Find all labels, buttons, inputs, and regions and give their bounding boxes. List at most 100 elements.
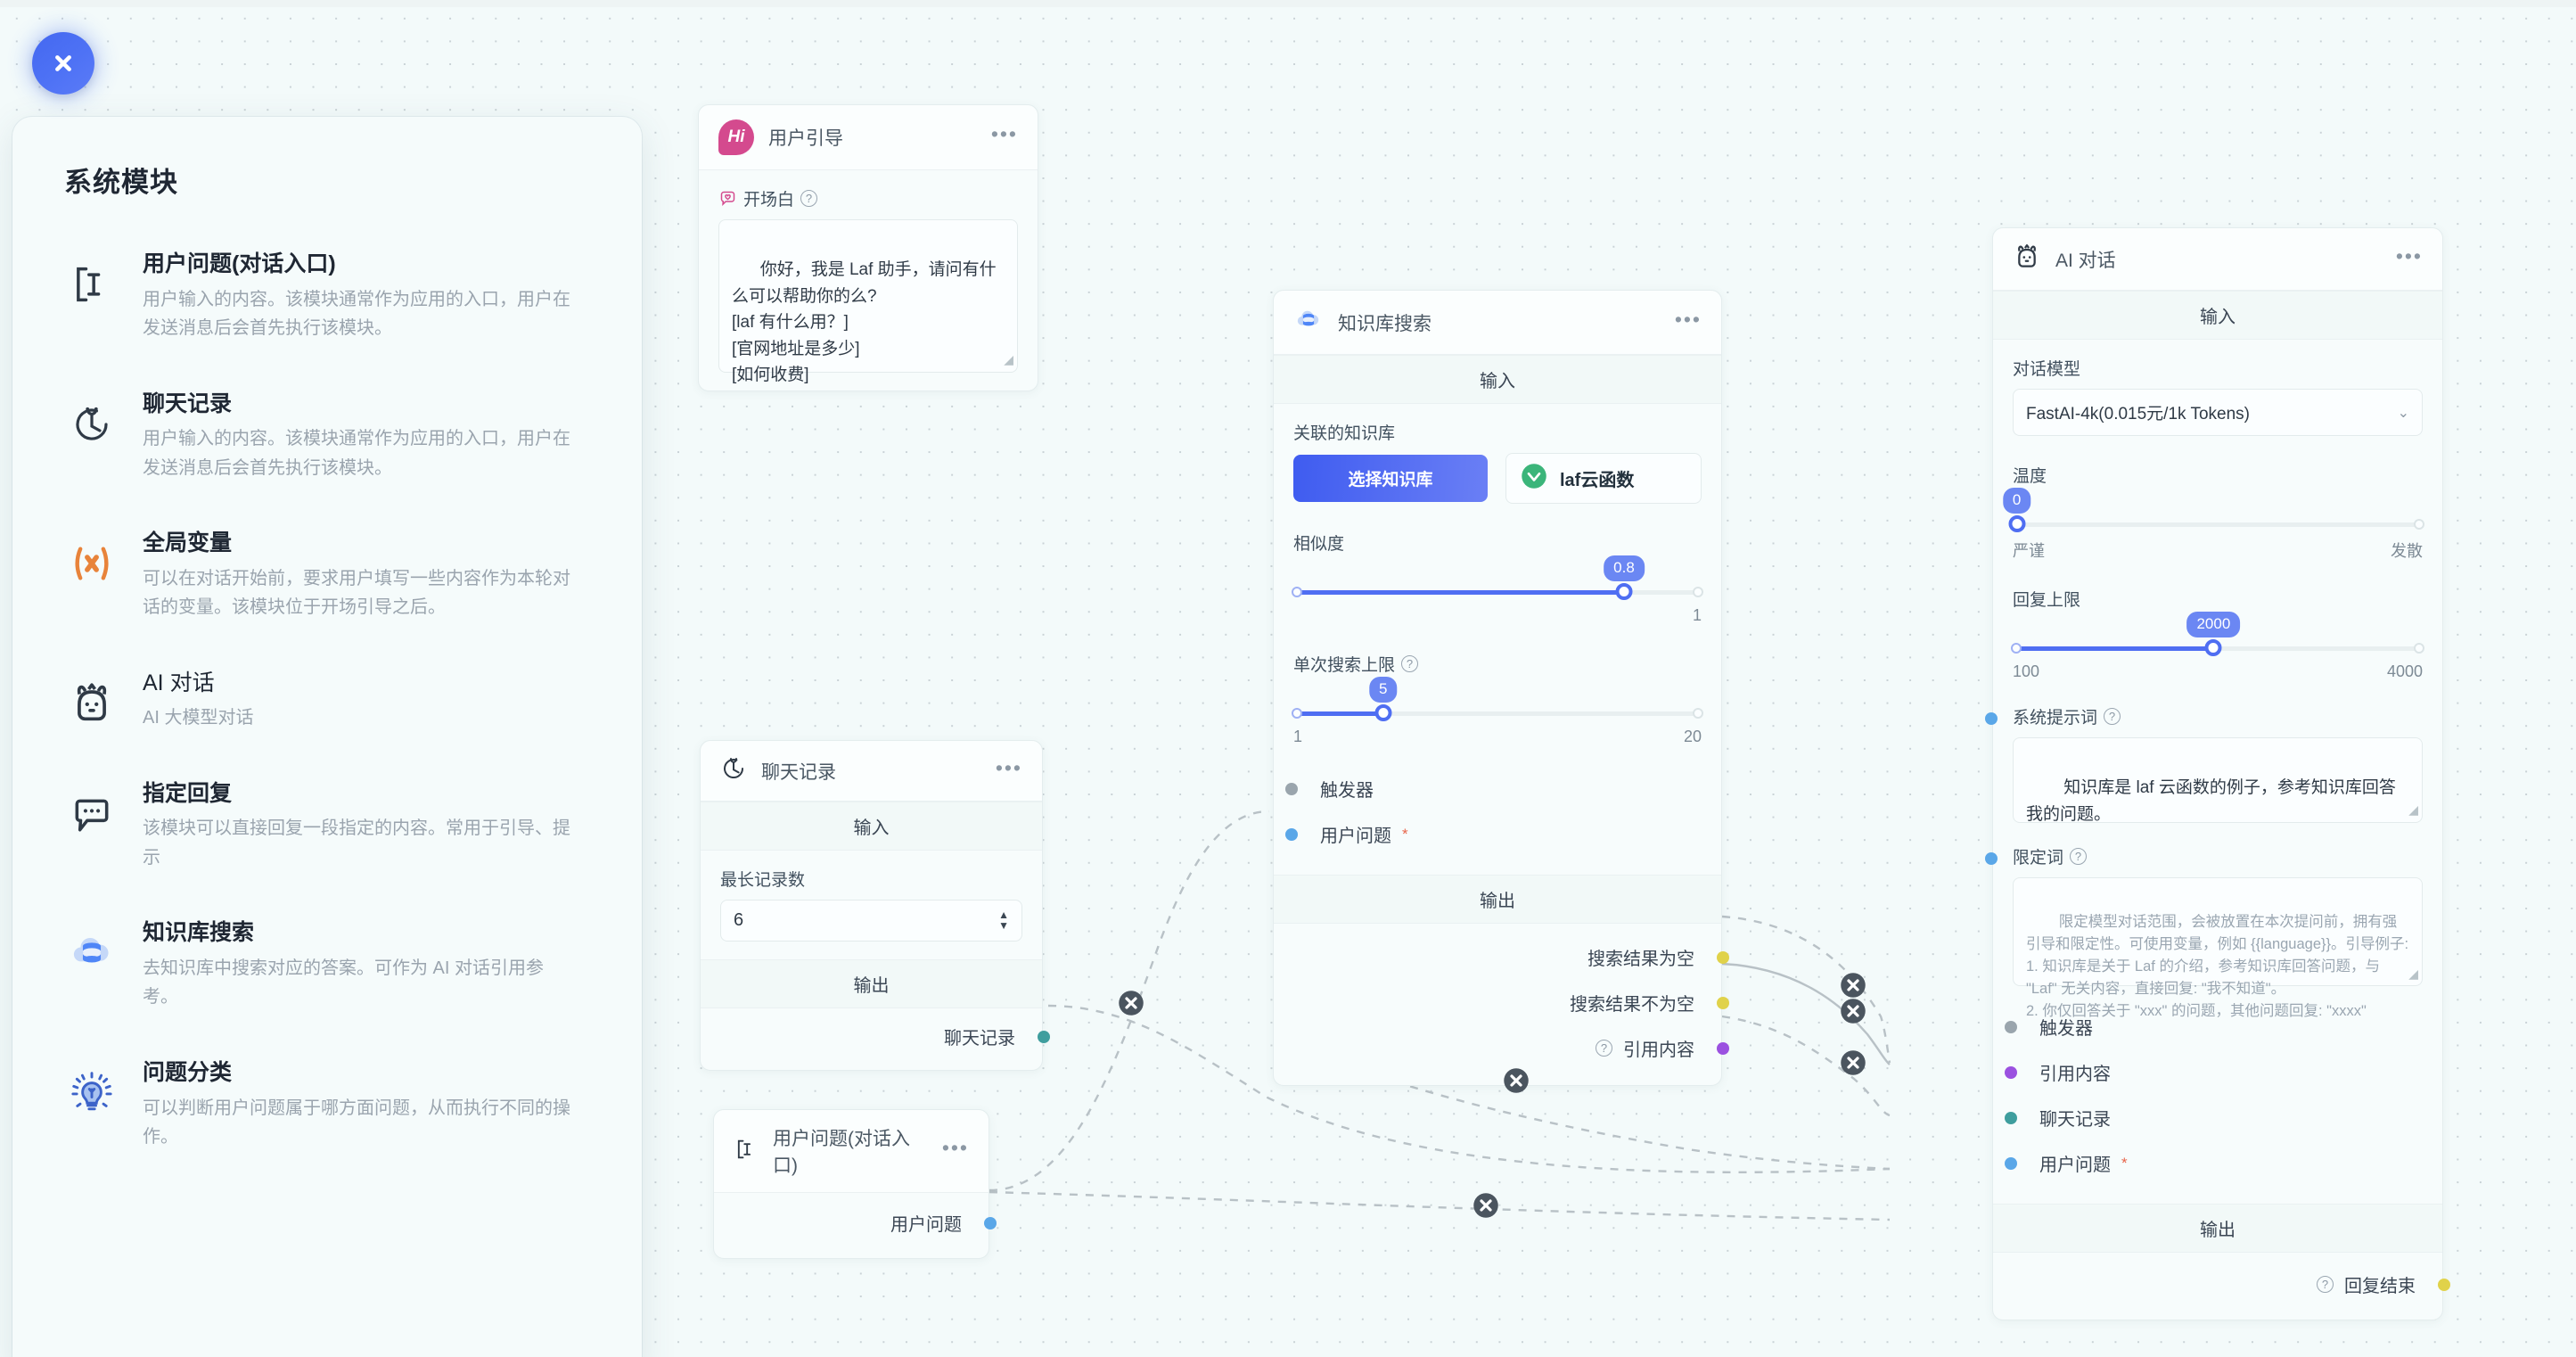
model-value: FastAI-4k(0.015元/1k Tokens) xyxy=(2026,405,2250,424)
stepper-up-icon[interactable]: ▲ xyxy=(998,909,1009,921)
port-in-trigger[interactable]: 触发器 xyxy=(1285,766,1702,811)
port-dot-system-prompt[interactable] xyxy=(1985,712,1998,725)
input-section-label: 输入 xyxy=(1993,291,2442,340)
help-icon[interactable]: ? xyxy=(1401,655,1419,672)
temperature-slider[interactable]: 0 xyxy=(2002,488,2424,532)
port-in-quote-content[interactable]: 引用内容 xyxy=(2005,1049,2423,1095)
resize-grip-icon[interactable]: ◢ xyxy=(1004,352,1013,367)
node-menu-button[interactable]: ••• xyxy=(1674,307,1702,331)
port-dot[interactable] xyxy=(984,1216,997,1230)
output-section-label: 输出 xyxy=(1993,1204,2442,1253)
port-dot-qualifier[interactable] xyxy=(1985,852,1998,865)
max-records-input[interactable]: 6 ▲ ▼ xyxy=(720,900,1022,942)
max-tokens-slider[interactable]: 2000 xyxy=(2011,612,2424,656)
chevron-down-icon[interactable]: ⌄ xyxy=(2397,405,2409,421)
port-dot[interactable] xyxy=(2005,1020,2017,1033)
sidebar-item-specified-reply[interactable]: 指定回复 该模块可以直接回复一段指定的内容。常用于引导、提示 xyxy=(64,777,590,873)
port-label: 搜索结果为空 xyxy=(1587,950,1694,969)
node-menu-button[interactable]: ••• xyxy=(995,755,1022,779)
ai-robot-icon xyxy=(64,676,119,731)
select-kb-button[interactable]: 选择知识库 xyxy=(1293,455,1488,502)
port-in-trigger[interactable]: 触发器 xyxy=(2005,1004,2423,1049)
port-in-user-question[interactable]: 用户问题 * xyxy=(1285,811,1702,857)
resize-grip-icon[interactable]: ◢ xyxy=(2408,802,2418,818)
port-label: 用户问题 xyxy=(1320,827,1391,846)
port-out-nonempty-result[interactable]: 搜索结果不为空 xyxy=(1274,980,1729,1025)
database-cloud-icon xyxy=(64,925,119,981)
search-limit-scale: 1 20 xyxy=(1293,728,1702,746)
port-out-chat-history[interactable]: 聊天记录 xyxy=(701,1014,1050,1059)
qualifier-label: 限定词 ? xyxy=(2013,844,2423,868)
port-out-quote-content[interactable]: ? 引用内容 xyxy=(1274,1025,1729,1071)
search-limit-slider[interactable]: 5 xyxy=(1292,677,1703,721)
node-menu-button[interactable]: ••• xyxy=(2395,243,2423,267)
stepper-down-icon[interactable]: ▼ xyxy=(998,919,1009,932)
required-mark: * xyxy=(2121,1154,2128,1172)
node-menu-button[interactable]: ••• xyxy=(990,122,1018,146)
help-icon[interactable]: ? xyxy=(2317,1276,2334,1293)
opening-line-textarea[interactable]: 你好，我是 Laf 助手，请问有什么可以帮助你的么? [laf 有什么用？] [… xyxy=(718,219,1018,384)
slider-knob[interactable] xyxy=(2008,515,2026,532)
port-dot[interactable] xyxy=(1717,1041,1729,1055)
node-menu-button[interactable]: ••• xyxy=(941,1136,969,1160)
slider-cap-right xyxy=(2414,643,2424,654)
help-icon[interactable]: ? xyxy=(1596,1040,1612,1057)
port-label: 聊天记录 xyxy=(944,1029,1015,1049)
port-dot[interactable] xyxy=(1717,996,1729,1009)
port-dot[interactable] xyxy=(1285,827,1298,841)
sidebar-item-global-variable[interactable]: 全局变量 可以在对话开始前，要求用户填写一些内容作为本轮对话的变量。该模块位于开… xyxy=(64,527,590,622)
slider-knob[interactable] xyxy=(2204,639,2222,656)
sidebar-item-chat-history[interactable]: 聊天记录 用户输入的内容。该模块通常作为应用的入口，用户在发送消息后会首先执行该… xyxy=(64,388,590,483)
port-in-user-question[interactable]: 用户问题 * xyxy=(2005,1140,2423,1186)
port-dot[interactable] xyxy=(1717,950,1729,964)
port-label: 用户问题 xyxy=(890,1215,962,1235)
port-in-chat-history[interactable]: 聊天记录 xyxy=(2005,1095,2423,1140)
node-header[interactable]: 知识库搜索 ••• xyxy=(1274,291,1721,355)
sidebar-item-user-question[interactable]: 用户问题(对话入口) 用户输入的内容。该模块通常作为应用的入口，用户在发送消息后… xyxy=(64,248,590,343)
node-user-guide[interactable]: Hi 用户引导 ••• 开场白 ? 你好，我是 Laf 助手，请问有什么可以帮助… xyxy=(698,104,1038,391)
node-header[interactable]: Hi 用户引导 ••• xyxy=(699,105,1038,170)
port-dot[interactable] xyxy=(2005,1156,2017,1170)
help-icon[interactable]: ? xyxy=(800,190,818,207)
search-limit-max: 20 xyxy=(1683,728,1702,745)
node-ai-chat[interactable]: AI 对话 ••• 输入 对话模型 FastAI-4k(0.015元/1k To… xyxy=(1985,227,2450,1320)
port-dot[interactable] xyxy=(2005,1065,2017,1079)
node-header[interactable]: 用户问题(对话入口) ••• xyxy=(714,1110,989,1193)
sidebar-item-question-classify[interactable]: 问题分类 可以判断用户问题属于哪方面问题，从而执行不同的操作。 xyxy=(64,1057,590,1152)
edge-delete-button[interactable] xyxy=(1503,1067,1530,1098)
port-out-empty-result[interactable]: 搜索结果为空 xyxy=(1274,934,1729,980)
kb-chip-laf[interactable]: laf云函数 xyxy=(1505,453,1702,504)
node-header[interactable]: 聊天记录 ••• xyxy=(701,741,1042,802)
port-dot[interactable] xyxy=(2005,1111,2017,1124)
port-label: 用户问题 xyxy=(2039,1156,2111,1175)
sidebar-item-ai-chat[interactable]: AI 对话 AI 大模型对话 xyxy=(64,667,590,733)
help-icon[interactable]: ? xyxy=(2070,848,2088,865)
node-header[interactable]: AI 对话 ••• xyxy=(1993,228,2442,291)
slider-knob[interactable] xyxy=(1374,704,1392,721)
port-out-reply-finished[interactable]: ? 回复结束 xyxy=(1993,1262,2450,1307)
help-icon[interactable]: ? xyxy=(2104,708,2121,725)
node-chat-history[interactable]: 聊天记录 ••• 输入 最长记录数 6 ▲ ▼ 输出 聊天记录 xyxy=(700,740,1050,1071)
edge-delete-button[interactable] xyxy=(1473,1192,1499,1223)
port-dot[interactable] xyxy=(2438,1278,2450,1291)
port-dot[interactable] xyxy=(1038,1030,1050,1043)
system-prompt-textarea[interactable]: 知识库是 laf 云函数的例子，参考知识库回答我的问题。 ◢ xyxy=(2013,737,2423,824)
field-label-text: 单次搜索上限 xyxy=(1293,656,1396,675)
edge-delete-button[interactable] xyxy=(1118,990,1144,1021)
port-dot[interactable] xyxy=(1285,782,1298,795)
similarity-slider[interactable]: 0.8 xyxy=(1292,555,1703,600)
close-panel-button[interactable] xyxy=(32,32,94,95)
qualifier-textarea[interactable]: 限定模型对话范围，会被放置在本次提问前，拥有强引导和限定性。可使用变量，例如 {… xyxy=(2013,877,2423,1019)
model-select[interactable]: FastAI-4k(0.015元/1k Tokens) ⌄ xyxy=(2013,389,2423,436)
edge-delete-button[interactable] xyxy=(1840,1049,1866,1081)
sidebar-item-kb-search[interactable]: 知识库搜索 去知识库中搜索对应的答案。可作为 AI 对话引用参考。 xyxy=(64,917,590,1012)
resize-grip-icon[interactable]: ◢ xyxy=(2408,966,2418,981)
slider-knob[interactable] xyxy=(1615,583,1633,600)
node-kb-search[interactable]: 知识库搜索 ••• 输入 关联的知识库 选择知识库 laf云函数 相似度 0.8… xyxy=(1273,290,1729,1086)
node-user-question[interactable]: 用户问题(对话入口) ••• 用户问题 xyxy=(713,1109,997,1259)
edge-delete-button[interactable] xyxy=(1840,998,1866,1029)
port-out-user-question[interactable]: 用户问题 xyxy=(714,1200,997,1246)
system-modules-panel[interactable]: 系统模块 用户问题(对话入口) 用户输入的内容。该模块通常作为应用的入口，用户在… xyxy=(12,117,642,1357)
chat-bubble-icon xyxy=(64,786,119,842)
stepper-arrows[interactable]: ▲ ▼ xyxy=(998,909,1009,932)
